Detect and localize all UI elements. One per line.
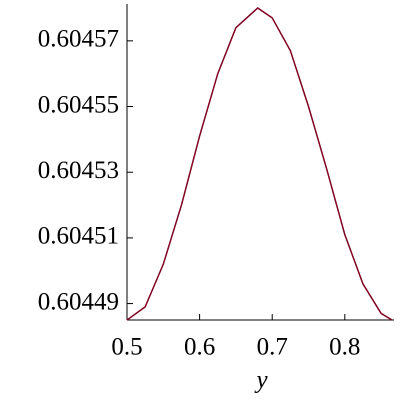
y-tick-label: 0.60453 bbox=[38, 157, 119, 184]
y-tick-label: 0.60449 bbox=[38, 288, 119, 315]
line bbox=[126, 7, 393, 321]
y-tick-label: 0.60451 bbox=[38, 223, 119, 250]
y-tick-label: 0.60455 bbox=[38, 91, 119, 118]
x-tick-label: 0.5 bbox=[111, 334, 142, 361]
x-tick-label: 0.8 bbox=[329, 334, 360, 361]
x-axis-label: y bbox=[253, 367, 268, 394]
x-tick-label: 0.6 bbox=[184, 334, 215, 361]
x-tick-label: 0.7 bbox=[257, 334, 288, 361]
y-tick-label: 0.60457 bbox=[38, 26, 119, 53]
